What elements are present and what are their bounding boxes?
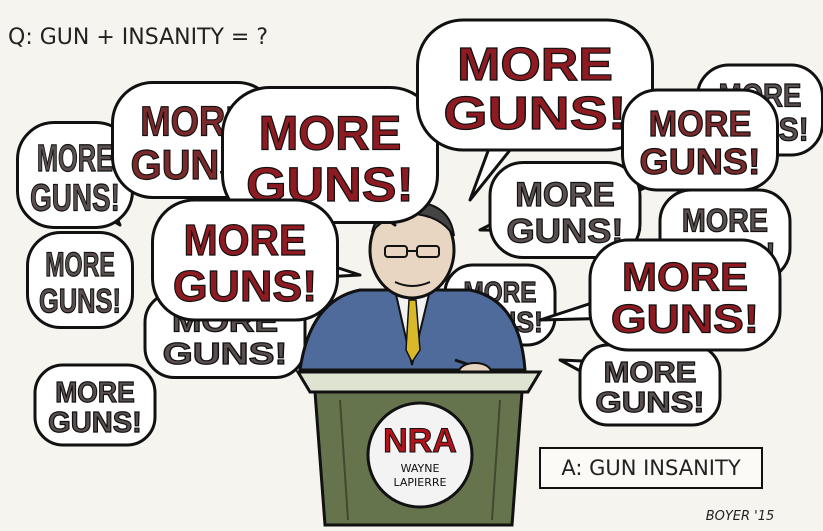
bubble-patch [498, 170, 632, 250]
bubble-patch [630, 98, 770, 182]
bubble-patch [35, 240, 125, 320]
bubble-text: MORE [682, 202, 768, 238]
answer: A: GUN INSANITY [561, 456, 740, 480]
bubble-text: GUNS! [443, 87, 626, 139]
bubble-patch [25, 130, 125, 220]
bubble-text: GUNS! [173, 263, 317, 311]
bubble-text: GUNS! [595, 387, 704, 419]
answer-box [539, 447, 763, 489]
question: Q: GUN + INSANITY = ? [8, 25, 268, 50]
bubble-text: MORE [37, 138, 113, 180]
bubble-text: GUNS! [640, 141, 761, 182]
bubble-text: MORE [45, 246, 115, 284]
bubble-text: MORE [622, 256, 748, 300]
bubble-text: GUNS! [30, 178, 120, 220]
bubble-text: MORE [259, 107, 402, 161]
bubble-patch [160, 208, 330, 312]
bubble-text: GUNS! [48, 407, 142, 439]
bubble-text: MORE [457, 38, 613, 90]
bubble-patch [43, 373, 147, 437]
bubble-text: MORE [604, 357, 697, 389]
bubble-text: MORE [55, 377, 135, 409]
bubble-text: MORE [649, 103, 752, 144]
bubble-text: MORE [515, 176, 614, 214]
bubble-patch [588, 353, 712, 417]
signature: BOYER '15 [706, 509, 775, 524]
bubble-patch [425, 28, 645, 142]
bubble-patch [598, 248, 772, 342]
bubble-patch [230, 95, 430, 215]
bubble-text: GUNS! [611, 297, 759, 341]
podium-logo: NRA [383, 422, 457, 460]
bubble-text: GUNS! [39, 282, 121, 320]
podium-name: WAYNE [401, 462, 440, 475]
podium-name: LAPIERRE [394, 476, 447, 489]
bubble-text: GUNS! [507, 212, 624, 250]
bubble-text: GUNS! [163, 337, 288, 371]
podium: NRA WAYNE LAPIERRE [295, 370, 543, 527]
bubble-text: MORE [184, 217, 307, 265]
